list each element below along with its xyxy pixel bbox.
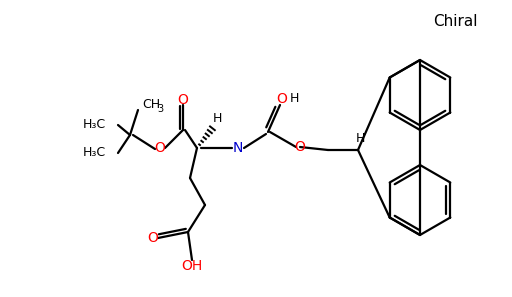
Text: OH: OH bbox=[181, 259, 203, 273]
Text: O: O bbox=[276, 92, 287, 106]
Text: O: O bbox=[178, 93, 188, 107]
Text: O: O bbox=[155, 141, 165, 155]
Text: H: H bbox=[355, 132, 365, 146]
Text: H₃C: H₃C bbox=[83, 119, 106, 132]
Text: H₃C: H₃C bbox=[83, 146, 106, 159]
Text: N: N bbox=[233, 141, 243, 155]
Text: O: O bbox=[147, 231, 158, 245]
Text: 3: 3 bbox=[157, 104, 163, 114]
Text: O: O bbox=[294, 140, 306, 154]
Text: CH: CH bbox=[142, 99, 160, 111]
Text: H: H bbox=[212, 113, 222, 126]
Text: H: H bbox=[289, 92, 298, 105]
Text: Chiral: Chiral bbox=[433, 15, 477, 29]
